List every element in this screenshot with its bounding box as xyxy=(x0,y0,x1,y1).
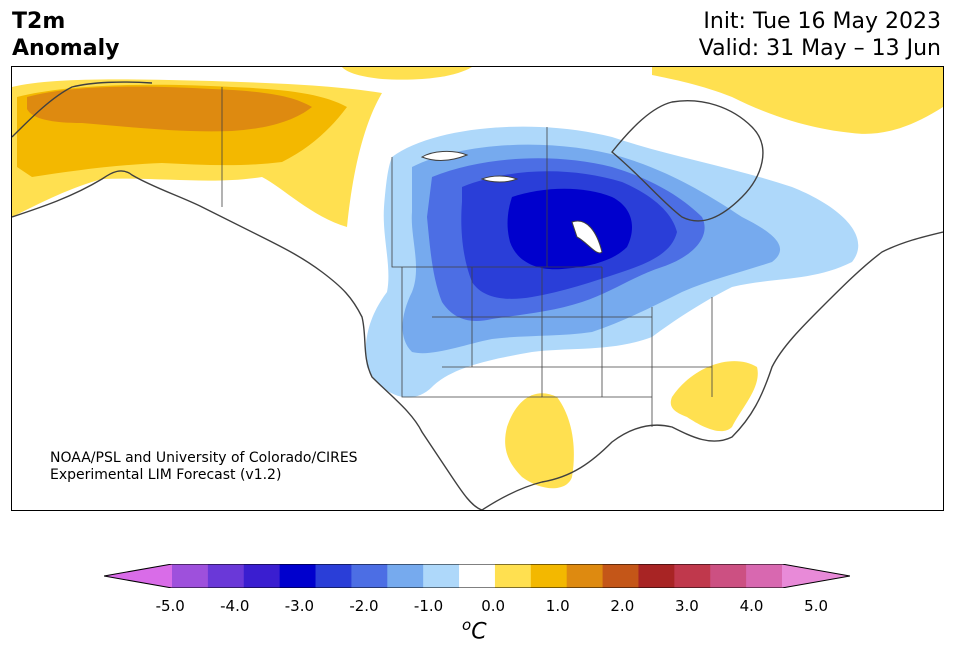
colorbar-bin xyxy=(566,564,604,588)
unit-superscript: o xyxy=(462,616,472,634)
colorbar-bin xyxy=(638,564,675,588)
colorbar-bin xyxy=(423,564,460,588)
lakes xyxy=(420,150,603,254)
colorbar-tick-label: 1.0 xyxy=(545,597,570,615)
anomaly-southwest-yellow xyxy=(505,393,574,489)
credit-line-1: NOAA/PSL and University of Colorado/CIRE… xyxy=(50,450,358,466)
anomaly-alaska-orange xyxy=(27,86,312,132)
credit-text: NOAA/PSL and University of Colorado/CIRE… xyxy=(50,450,358,484)
map-title: T2m Anomaly xyxy=(12,8,119,62)
colorbar-tick-label: 5.0 xyxy=(804,597,829,615)
coastlines xyxy=(12,81,943,510)
colorbar-unit: oC xyxy=(462,616,487,644)
colorbar-bin xyxy=(351,564,388,588)
anomaly-map xyxy=(12,67,943,510)
valid-range: Valid: 31 May – 13 Jun xyxy=(698,36,941,61)
colorbar-tick-label: 4.0 xyxy=(739,597,764,615)
credit-line-2: Experimental LIM Forecast (v1.2) xyxy=(50,467,282,483)
map-panel: NOAA/PSL and University of Colorado/CIRE… xyxy=(11,66,944,511)
colorbar-tick-label: 2.0 xyxy=(610,597,635,615)
colorbar-tick-label: -2.0 xyxy=(349,597,379,615)
colorbar-tick-label: 3.0 xyxy=(674,597,699,615)
colorbar xyxy=(104,564,850,588)
colorbar-segments xyxy=(104,564,850,588)
forecast-dates: Init: Tue 16 May 2023 Valid: 31 May – 13… xyxy=(699,8,941,62)
colorbar-tick-label: -5.0 xyxy=(155,597,185,615)
colorbar-bin xyxy=(530,564,568,588)
colorbar-bin xyxy=(602,564,639,588)
colorbar-bin xyxy=(243,564,281,588)
colorbar-tick-label: -3.0 xyxy=(284,597,315,615)
colorbar-tick-label: 0.0 xyxy=(481,597,506,615)
colorbar-bin xyxy=(387,564,424,588)
colorbar-bin xyxy=(459,564,496,588)
anomaly-southeast-yellow xyxy=(670,361,758,432)
colorbar-tick-label: -4.0 xyxy=(220,597,250,615)
title-line-1: T2m xyxy=(12,9,66,34)
colorbar-bin xyxy=(279,564,317,588)
colorbar-bin xyxy=(494,564,532,588)
colorbar-tick-label: -1.0 xyxy=(413,597,444,615)
colorbar-bin xyxy=(207,564,245,588)
init-date: Init: Tue 16 May 2023 xyxy=(703,9,941,34)
colorbar-bin xyxy=(674,564,711,588)
unit-letter: C xyxy=(471,619,487,645)
colorbar-bin xyxy=(710,564,747,588)
political-borders xyxy=(221,87,713,427)
anomaly-arctic-yellow xyxy=(342,67,472,80)
colorbar-bin xyxy=(172,564,209,588)
colorbar-bin xyxy=(746,564,783,588)
title-line-2: Anomaly xyxy=(12,36,120,61)
colorbar-bin xyxy=(315,564,352,588)
colorbar-bin xyxy=(104,564,172,588)
colorbar-bin xyxy=(782,564,850,588)
anomaly-greenland-yellow xyxy=(652,67,943,134)
